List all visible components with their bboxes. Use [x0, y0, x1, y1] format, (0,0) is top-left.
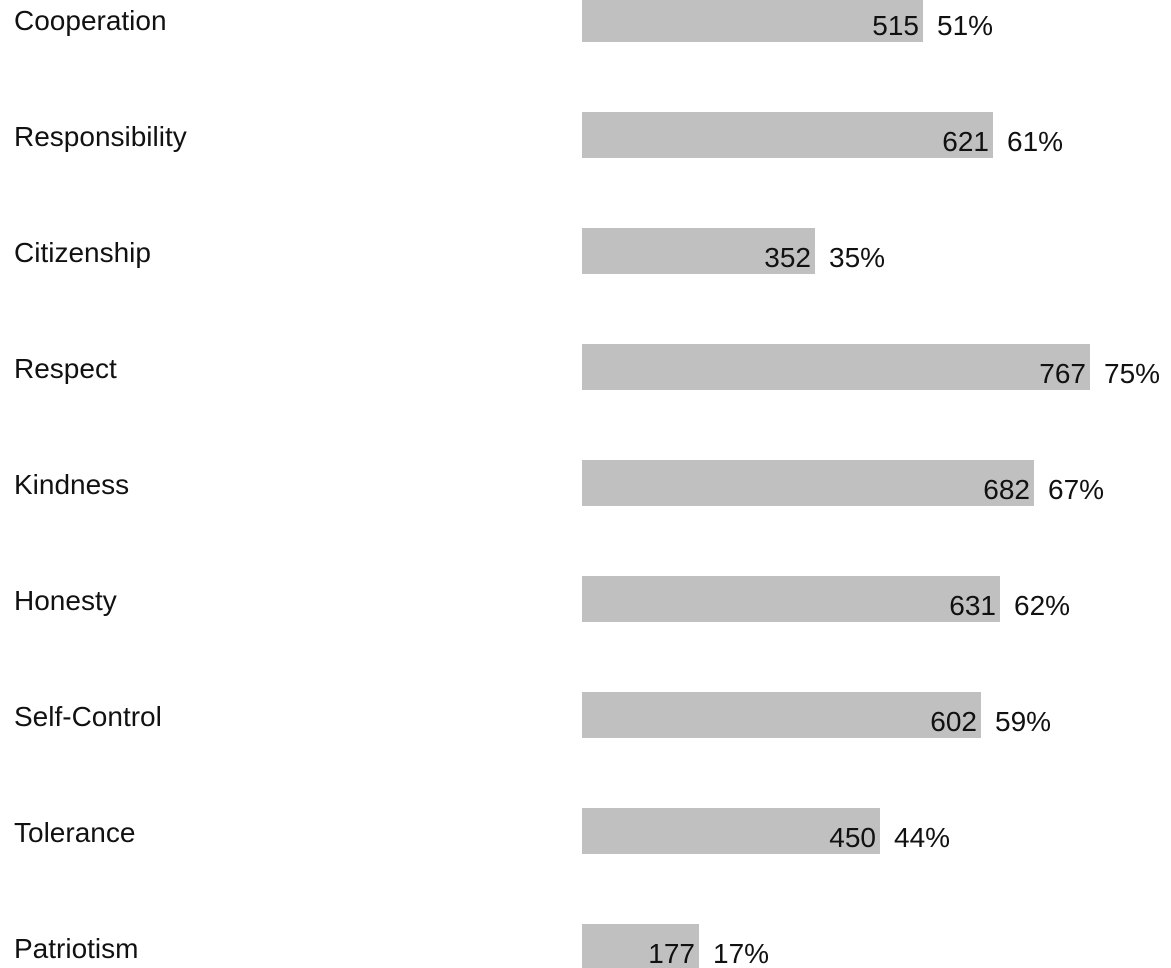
bar [582, 344, 1090, 390]
category-label: Patriotism [14, 933, 139, 964]
percent-label: 75% [1104, 358, 1161, 389]
category-label: Tolerance [14, 817, 136, 848]
bar [582, 808, 880, 854]
category-label: Honesty [14, 585, 117, 616]
percent-label: 51% [937, 10, 994, 41]
category-label: Cooperation [14, 5, 167, 36]
percent-label: 35% [829, 242, 886, 273]
bar [582, 112, 993, 158]
percent-label: 61% [1007, 126, 1064, 157]
value-label: 515 [872, 10, 919, 41]
percent-label: 62% [1014, 590, 1071, 621]
value-label: 631 [949, 590, 996, 621]
bar [582, 460, 1034, 506]
value-label: 602 [930, 706, 977, 737]
percent-label: 44% [894, 822, 951, 853]
bar [582, 0, 923, 42]
value-label: 621 [942, 126, 989, 157]
value-label: 682 [983, 474, 1030, 505]
bar [582, 692, 981, 738]
bar [582, 576, 1000, 622]
value-label: 177 [648, 938, 695, 968]
category-label: Kindness [14, 469, 130, 500]
value-label: 450 [829, 822, 876, 853]
value-label: 767 [1039, 358, 1086, 389]
percent-label: 59% [995, 706, 1052, 737]
category-label: Citizenship [14, 237, 151, 268]
bar [582, 924, 699, 968]
percent-label: 17% [713, 938, 770, 968]
value-label: 352 [764, 242, 811, 273]
bar [582, 228, 815, 274]
category-label: Responsibility [14, 121, 187, 152]
percent-label: 67% [1048, 474, 1105, 505]
category-label: Self-Control [14, 701, 162, 732]
category-label: Respect [14, 353, 117, 384]
